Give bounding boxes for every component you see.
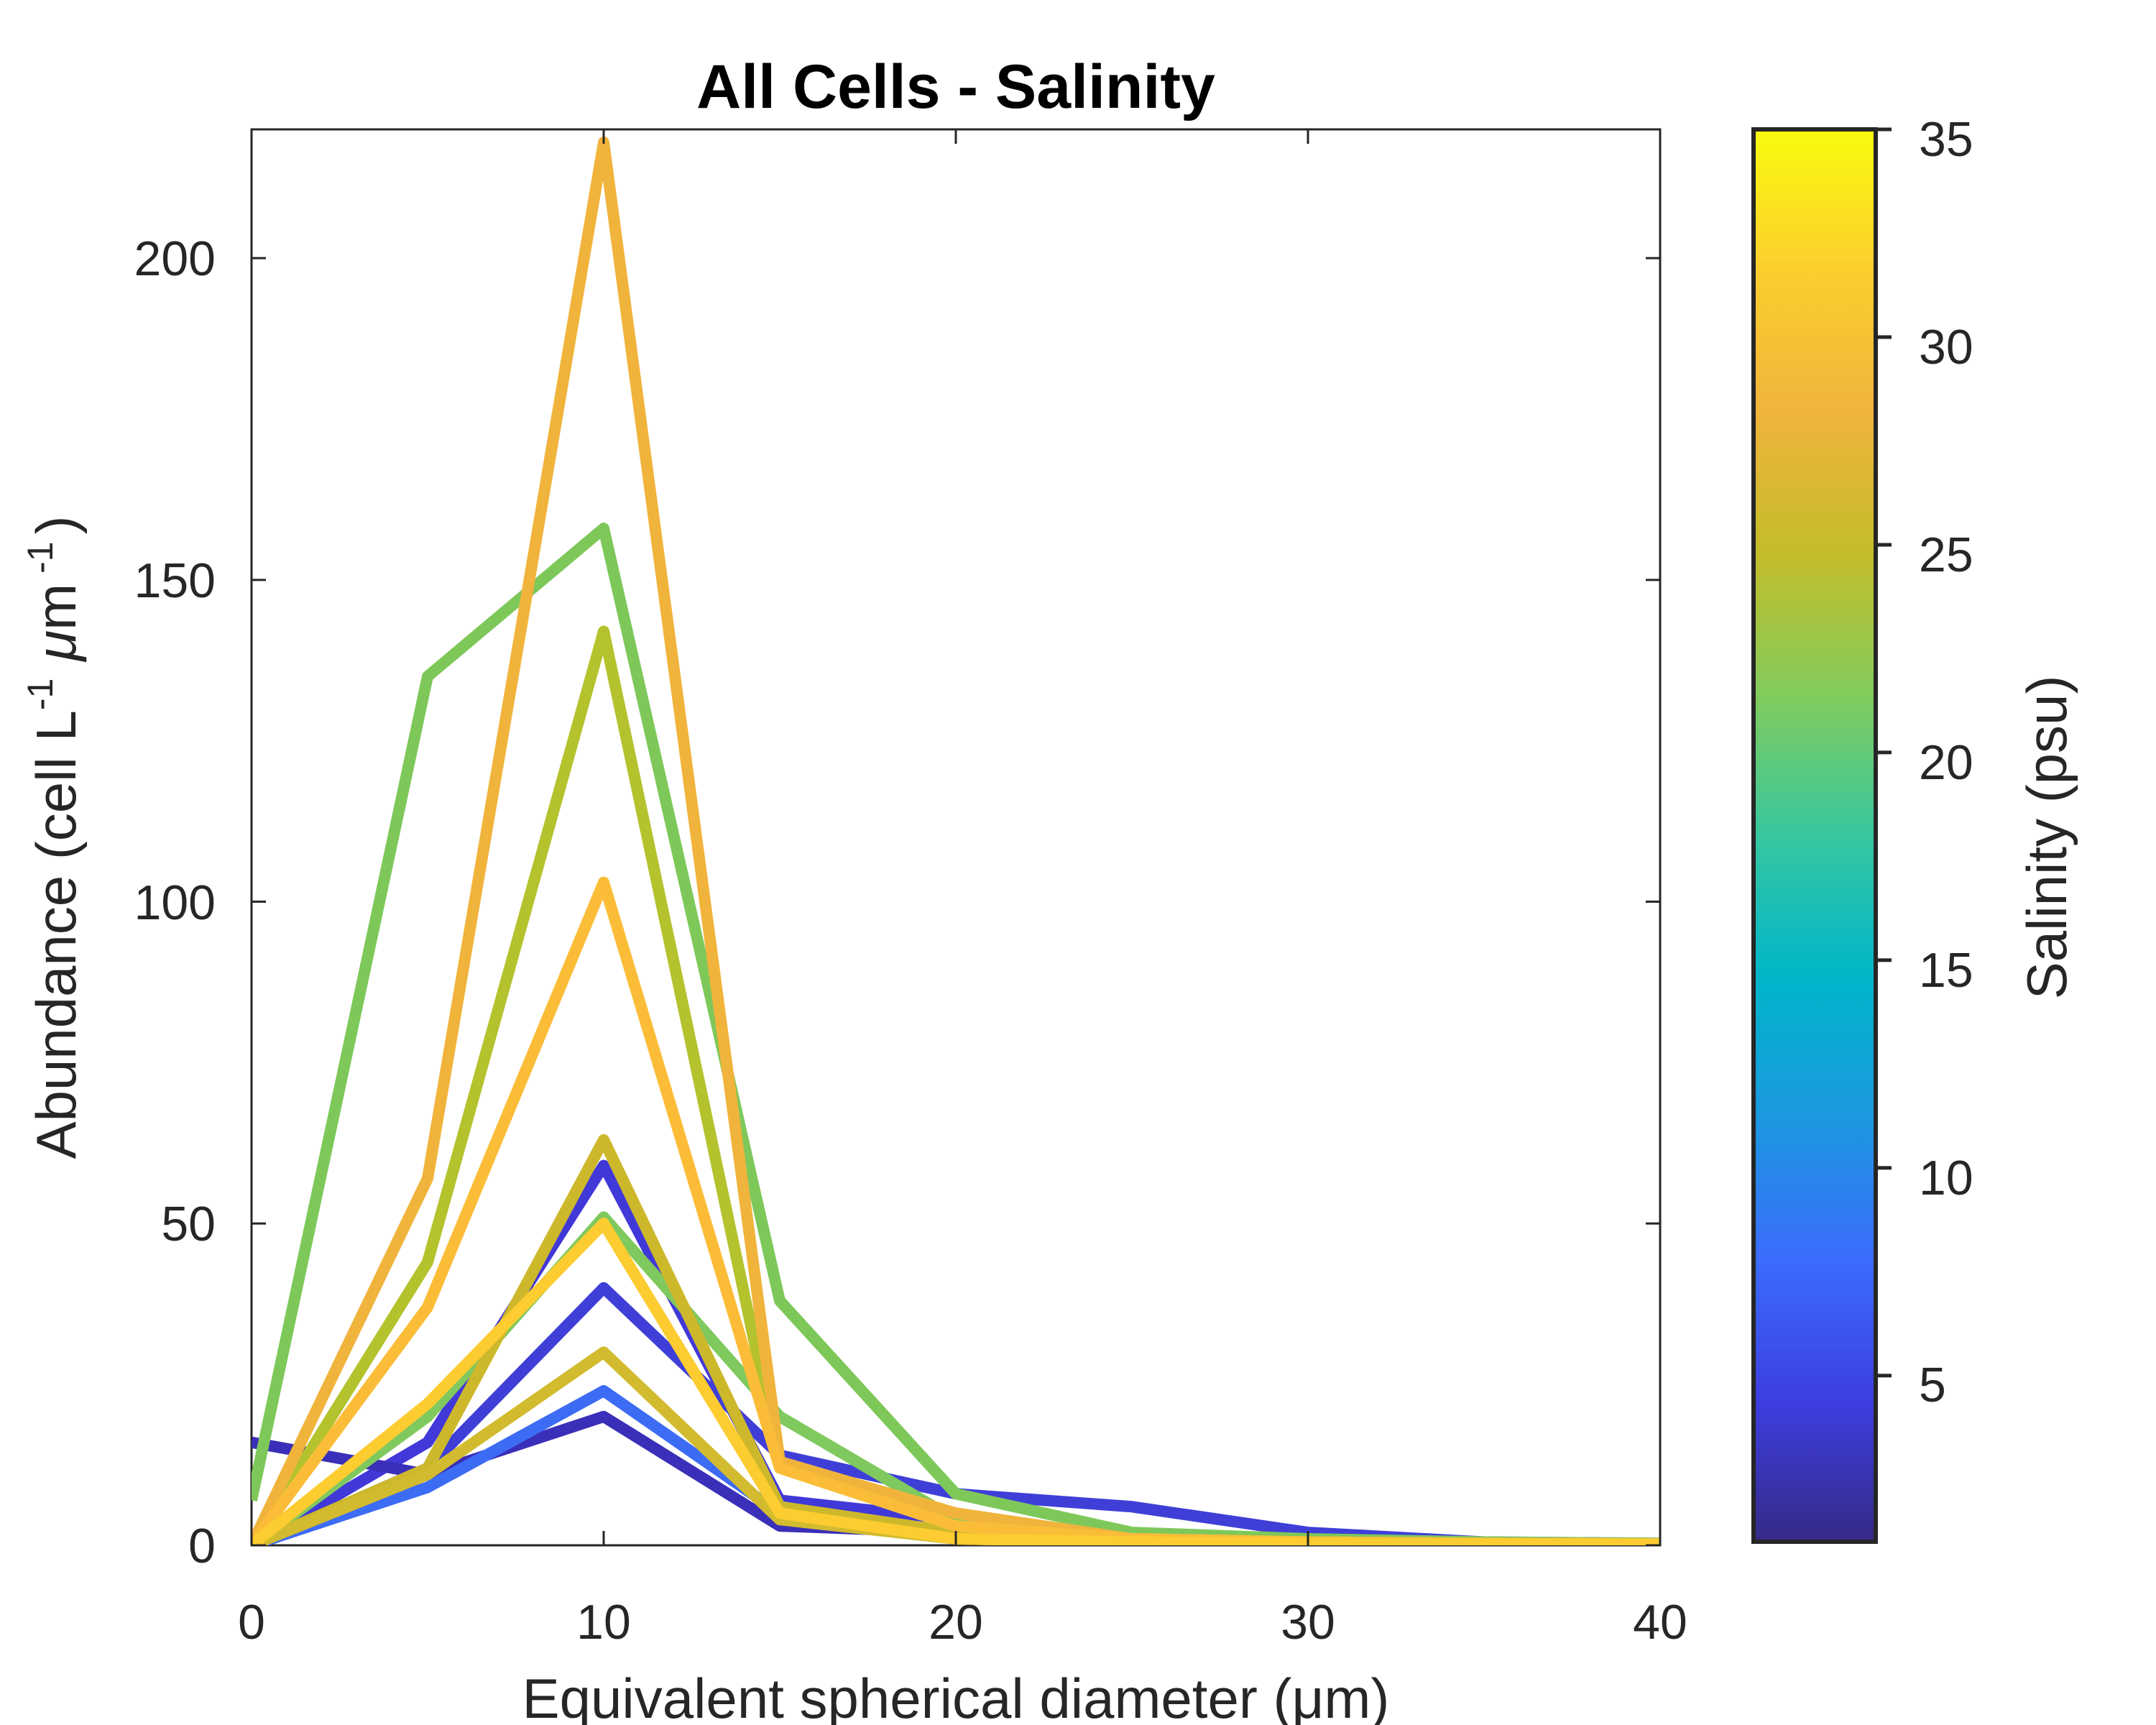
x-tick-label: 30: [1281, 1595, 1335, 1650]
x-tick-label: 0: [238, 1595, 265, 1650]
y-label-sup2: -1: [20, 541, 60, 573]
x-tick-labels: 0 10 20 30 40: [238, 1595, 1687, 1650]
colorbar-tick-label: 20: [1919, 735, 1973, 790]
colorbar-label: Salinity (psu): [2015, 676, 2078, 1000]
colorbar: 5 10 15 20 25 30 35 Salinity (psu): [1751, 112, 2078, 1544]
colorbar-tick-label: 10: [1919, 1151, 1973, 1205]
y-axis-label: Abundance (cell L-1μm-1): [20, 515, 88, 1159]
colorbar-tick-label: 30: [1919, 320, 1973, 374]
x-axis-label: Equivalent spherical diameter (μm): [522, 1667, 1390, 1725]
colorbar-tick-label: 35: [1919, 112, 1973, 167]
colorbar-gradient: [1751, 127, 1878, 1544]
colorbar-tick-label: 25: [1919, 528, 1973, 582]
ticks-layer: [250, 129, 1662, 1547]
colorbar-ticks: [1876, 127, 1892, 1378]
colorbar-tick-label: 15: [1919, 943, 1973, 998]
chart-title: All Cells - Salinity: [696, 52, 1215, 121]
y-label-sup1: -1: [20, 678, 60, 710]
y-tick-label: 50: [161, 1197, 216, 1251]
y-tick-label: 0: [188, 1519, 216, 1573]
y-tick-label: 100: [134, 875, 216, 930]
y-tick-labels: 0 50 100 150 200: [134, 231, 216, 1573]
x-tick-label: 20: [929, 1595, 983, 1650]
x-tick-label: 10: [576, 1595, 631, 1650]
y-label-unit: m: [24, 584, 88, 630]
y-label-suffix: ): [24, 515, 88, 534]
axes-box: [250, 128, 1662, 1547]
x-tick-label: 40: [1633, 1595, 1687, 1650]
y-tick-label: 150: [134, 553, 216, 608]
y-tick-label: 200: [134, 231, 216, 286]
plot-area: [250, 128, 1662, 1547]
y-label-prefix: Abundance (cell L: [24, 710, 88, 1159]
colorbar-tick-label: 5: [1919, 1358, 1946, 1412]
y-label-mu: μ: [24, 630, 88, 663]
